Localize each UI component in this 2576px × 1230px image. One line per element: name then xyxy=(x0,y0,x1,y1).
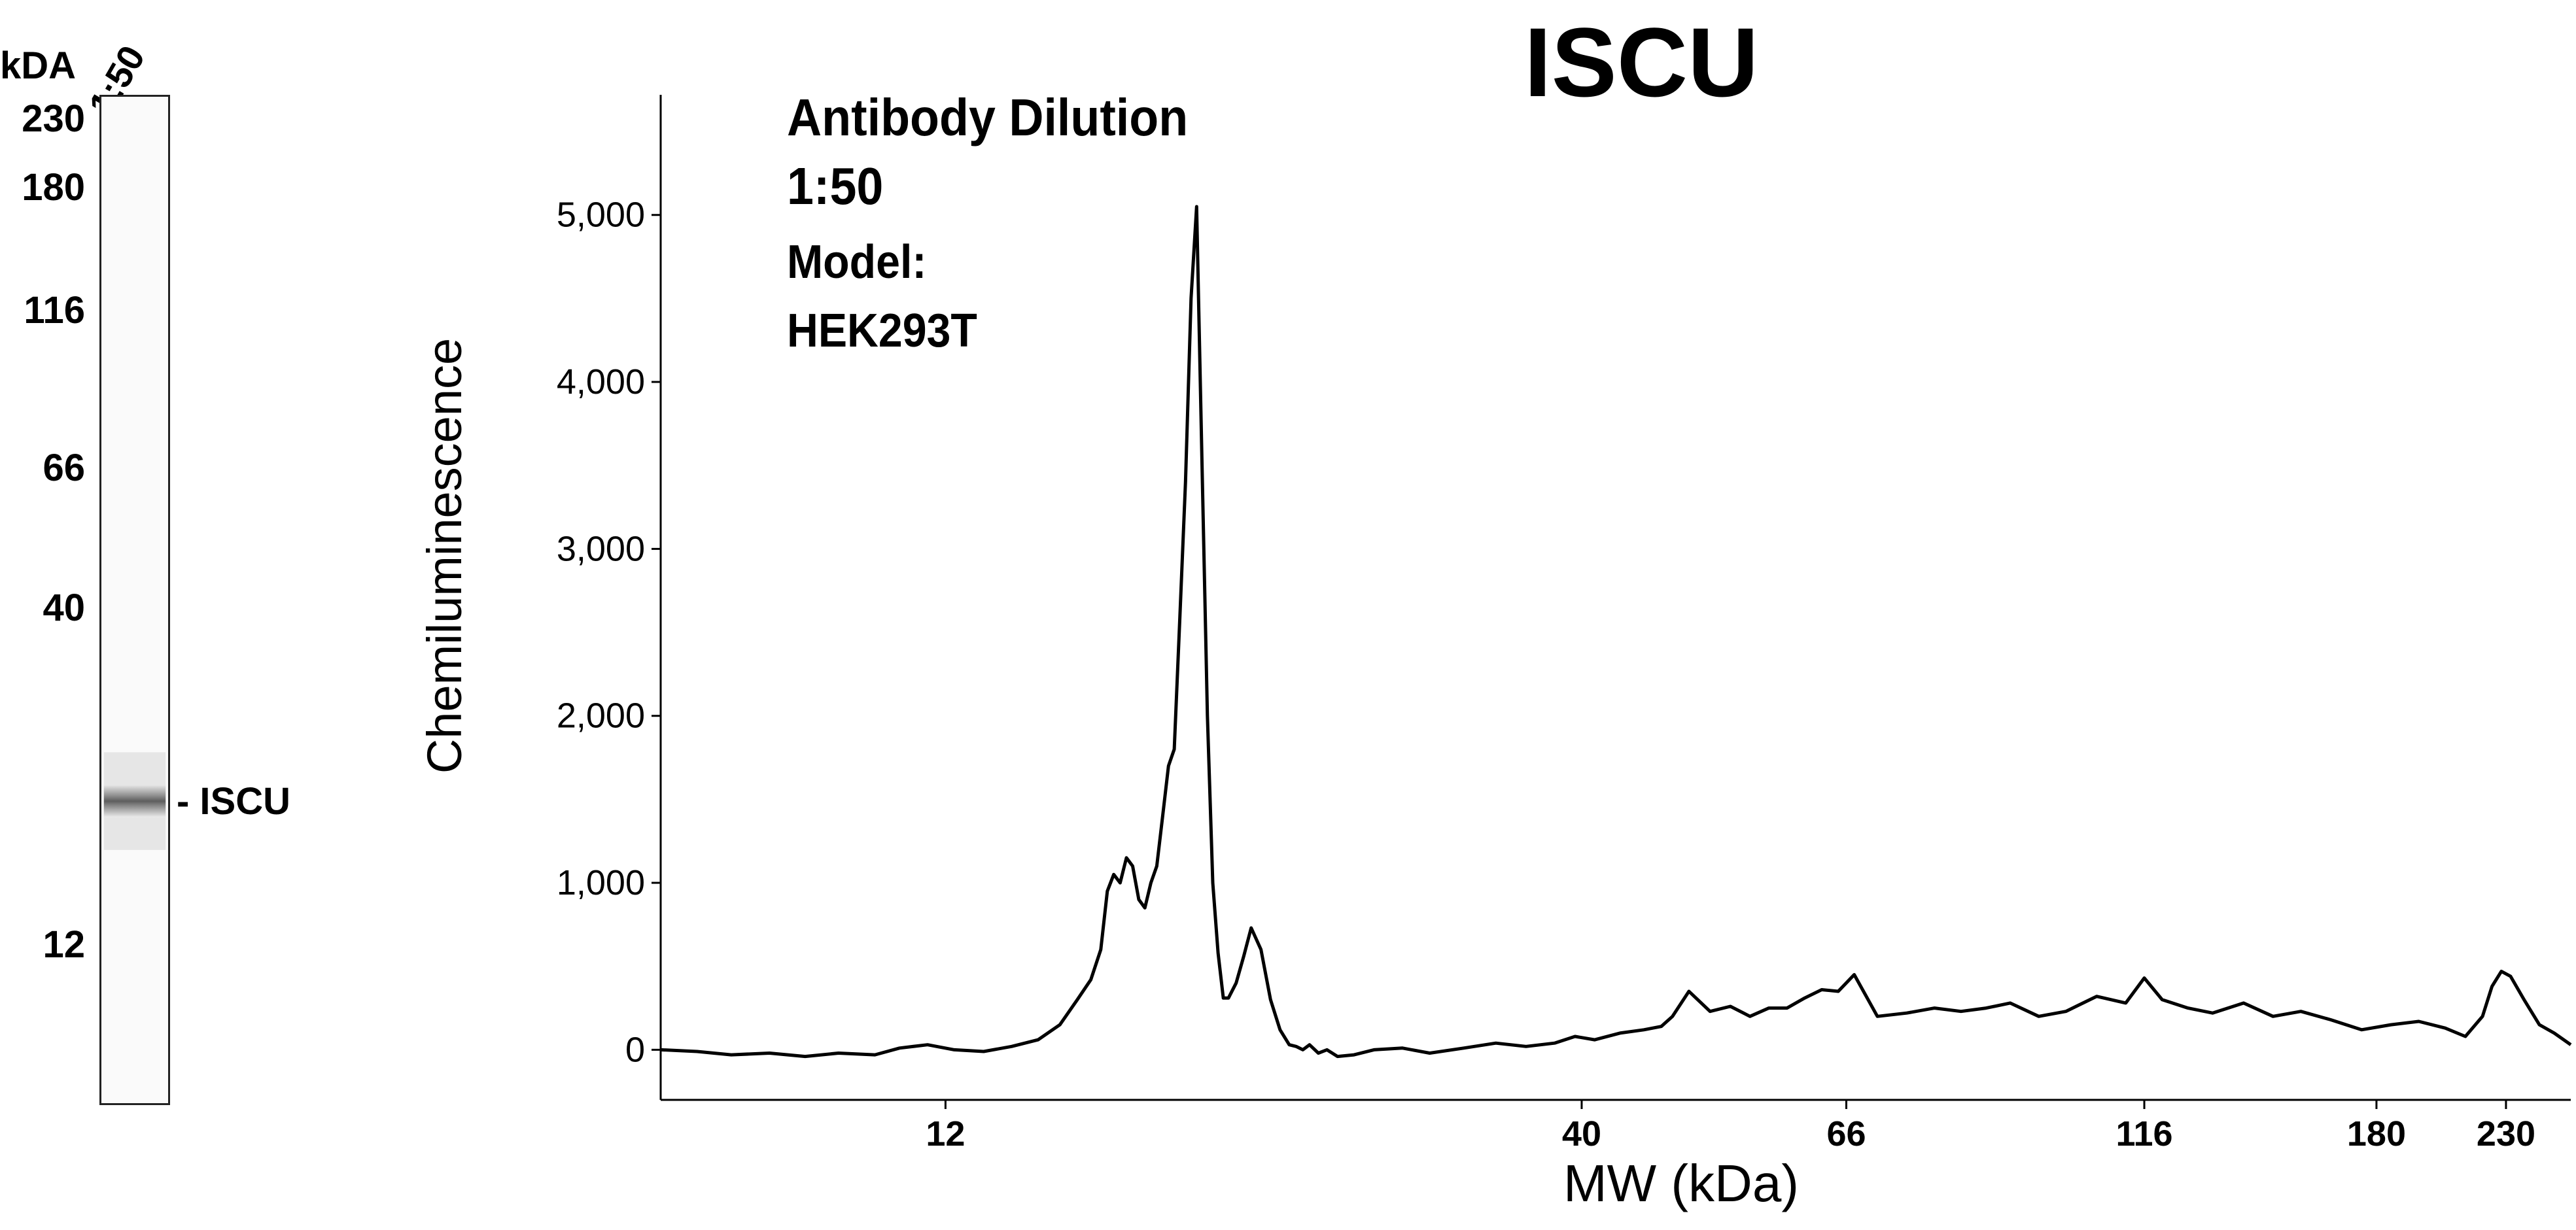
chart-title: ISCU xyxy=(1524,7,1759,117)
gel-mw-label: 66 xyxy=(43,446,85,489)
y-tick-label: 3,000 xyxy=(557,529,645,568)
x-axis-label: MW (kDa) xyxy=(1563,1154,1799,1212)
y-tick-label: 1,000 xyxy=(557,863,645,902)
gel-band-label: - ISCU xyxy=(177,780,290,823)
y-ticks: 0 1,000 2,000 3,000 4,000 5,000 xyxy=(557,196,661,1069)
gel-lane xyxy=(99,95,170,1105)
gel-mw-label: 230 xyxy=(22,97,85,141)
gel-mw-label: 180 xyxy=(22,166,85,209)
y-tick-label: 0 xyxy=(625,1030,645,1069)
gel-band xyxy=(103,785,166,817)
x-tick-label: 12 xyxy=(926,1114,965,1153)
x-tick-label: 40 xyxy=(1562,1114,1601,1153)
annotation-model-label: Model: xyxy=(787,236,927,288)
y-tick-label: 4,000 xyxy=(557,362,645,401)
y-tick-label: 5,000 xyxy=(557,196,645,235)
chemiluminescence-trace xyxy=(660,205,2572,1059)
y-tick-label: 2,000 xyxy=(557,696,645,736)
gel-unit-label: kDA xyxy=(0,44,77,87)
gel-mw-label: 40 xyxy=(43,587,85,630)
gel-mw-label: 12 xyxy=(43,923,85,966)
annotation-model-value: HEK293T xyxy=(787,305,977,357)
annotation-dilution-label: Antibody Dilution xyxy=(787,88,1189,146)
x-tick-label: 230 xyxy=(2477,1114,2535,1153)
x-tick-label: 66 xyxy=(1826,1114,1866,1153)
annotation-dilution-value: 1:50 xyxy=(787,157,884,215)
gel-mw-label: 116 xyxy=(24,288,85,332)
x-ticks: 12 40 66 116 180 230 xyxy=(926,1100,2535,1153)
x-tick-label: 180 xyxy=(2347,1114,2406,1153)
x-tick-label: 116 xyxy=(2115,1114,2172,1153)
